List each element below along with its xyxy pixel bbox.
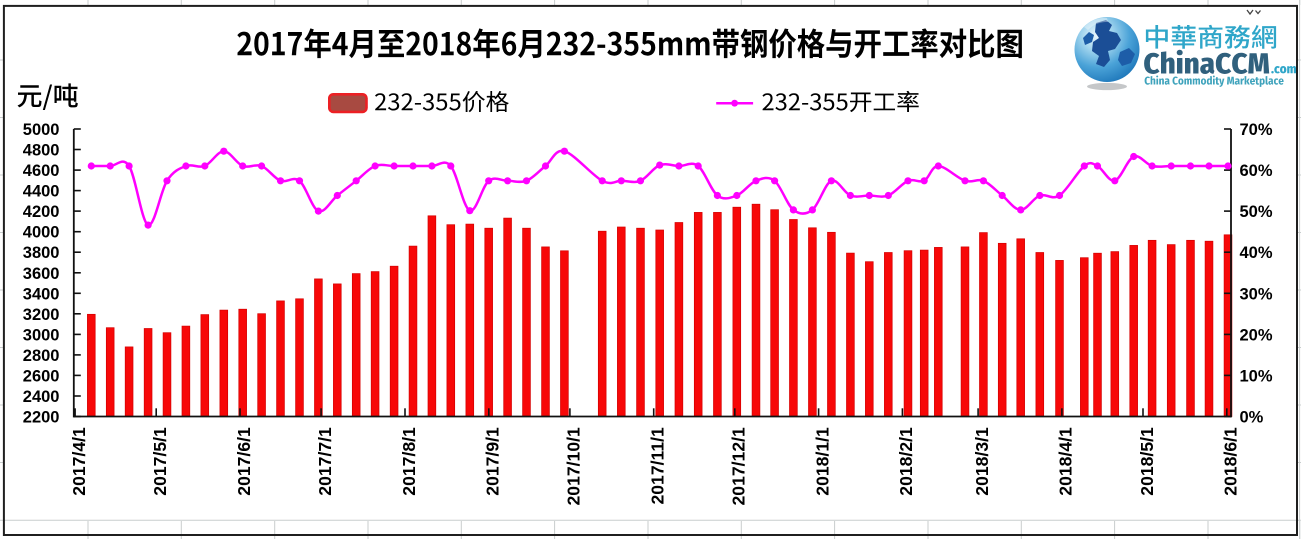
svg-text:3000: 3000 — [23, 326, 60, 344]
svg-text:3200: 3200 — [23, 306, 60, 324]
svg-text:30%: 30% — [1240, 285, 1273, 303]
svg-text:2600: 2600 — [23, 367, 60, 385]
svg-text:3600: 3600 — [23, 265, 60, 283]
svg-text:2800: 2800 — [23, 347, 60, 365]
svg-text:10%: 10% — [1240, 367, 1273, 385]
svg-text:2018/2/1: 2018/2/1 — [896, 427, 916, 496]
svg-text:2017/7/1: 2017/7/1 — [315, 427, 335, 496]
svg-text:2018/1/1: 2018/1/1 — [812, 427, 832, 496]
svg-text:2017/6/1: 2017/6/1 — [234, 427, 254, 496]
svg-text:4600: 4600 — [23, 162, 60, 180]
svg-text:5000: 5000 — [23, 121, 60, 139]
svg-text:2400: 2400 — [23, 388, 60, 406]
svg-text:4400: 4400 — [23, 183, 60, 201]
svg-text:4000: 4000 — [23, 224, 60, 242]
svg-text:0%: 0% — [1240, 409, 1264, 427]
svg-text:20%: 20% — [1240, 326, 1273, 344]
svg-text:50%: 50% — [1240, 203, 1273, 221]
svg-text:4800: 4800 — [23, 142, 60, 160]
svg-text:3800: 3800 — [23, 244, 60, 262]
svg-text:2017/11/1: 2017/11/1 — [648, 427, 668, 505]
svg-text:70%: 70% — [1240, 121, 1273, 139]
svg-text:2017/9/1: 2017/9/1 — [483, 427, 503, 496]
svg-text:2017/5/1: 2017/5/1 — [150, 427, 170, 496]
svg-text:2018/5/1: 2018/5/1 — [1137, 427, 1157, 496]
svg-text:2018/6/1: 2018/6/1 — [1221, 427, 1241, 496]
svg-text:2200: 2200 — [23, 409, 60, 427]
svg-text:2017/10/1: 2017/10/1 — [564, 427, 584, 505]
svg-text:2018/3/1: 2018/3/1 — [972, 427, 992, 496]
svg-text:2017/8/1: 2017/8/1 — [399, 427, 419, 496]
svg-text:40%: 40% — [1240, 244, 1273, 262]
svg-text:3400: 3400 — [23, 285, 60, 303]
svg-text:60%: 60% — [1240, 162, 1273, 180]
svg-text:4200: 4200 — [23, 203, 60, 221]
svg-text:2018/4/1: 2018/4/1 — [1056, 427, 1076, 496]
svg-text:2017/4/1: 2017/4/1 — [69, 427, 89, 496]
svg-text:2017/12/1: 2017/12/1 — [729, 427, 749, 505]
